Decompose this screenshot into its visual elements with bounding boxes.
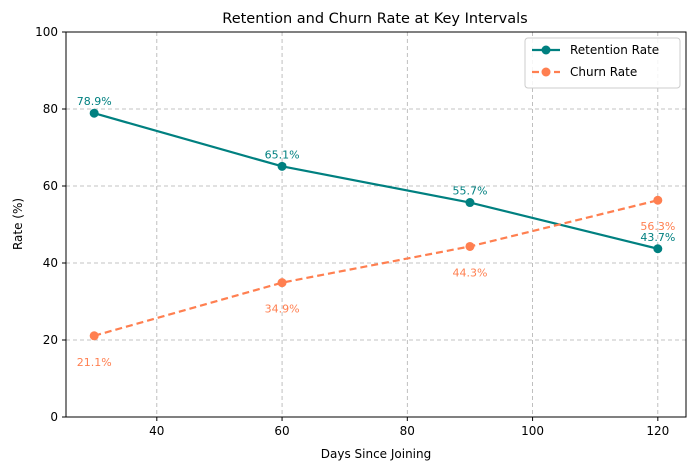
series-line-0: [93, 112, 659, 250]
legend-label: Churn Rate: [570, 65, 637, 79]
series-point: [653, 195, 663, 205]
y-tick-label: 60: [43, 179, 58, 193]
x-tick-label: 80: [400, 424, 415, 438]
data-label: 21.1%: [77, 356, 112, 369]
series-point: [465, 198, 475, 208]
legend-label: Retention Rate: [570, 43, 659, 57]
data-label: 65.1%: [265, 148, 300, 161]
chart-title: Retention and Churn Rate at Key Interval…: [222, 11, 527, 27]
legend-marker: [541, 45, 551, 55]
data-label: 56.3%: [640, 220, 675, 233]
data-label: 34.9%: [265, 303, 300, 316]
legend-box: [524, 37, 681, 89]
series-point: [653, 244, 663, 254]
plot-frame: [65, 31, 687, 418]
data-label: 43.7%: [640, 231, 675, 244]
axes: 40 60 80 100 120 0 20 40 60 80 100: [35, 25, 669, 438]
x-tick-label: 40: [149, 424, 164, 438]
y-tick-label: 80: [43, 102, 58, 116]
x-tick-label: 100: [521, 424, 544, 438]
data-label: 78.9%: [77, 95, 112, 108]
legend-marker: [541, 67, 551, 77]
series-point: [277, 278, 287, 288]
x-tick-label: 120: [646, 424, 669, 438]
y-tick-label: 100: [35, 25, 58, 39]
y-tick-label: 20: [43, 333, 58, 347]
y-tick-label: 0: [50, 410, 58, 424]
series-point: [465, 241, 475, 251]
series-point: [89, 331, 99, 341]
data-labels: 78.9% 65.1% 55.7% 43.7% 21.1% 34.9% 44.3% 56.3%: [77, 95, 676, 369]
data-label: 44.3%: [452, 266, 487, 279]
x-axis-label: Days Since Joining: [321, 447, 432, 461]
legend: Retention Rate Churn Rate: [524, 37, 681, 89]
series-point: [277, 161, 287, 171]
x-tick-label: 60: [274, 424, 289, 438]
data-label: 55.7%: [452, 185, 487, 198]
grid: [66, 31, 686, 418]
series-point: [89, 108, 99, 118]
series-line-1: [93, 199, 659, 337]
y-tick-label: 40: [43, 256, 58, 270]
y-axis-label: Rate (%): [11, 198, 25, 250]
series-layer: [89, 108, 663, 341]
